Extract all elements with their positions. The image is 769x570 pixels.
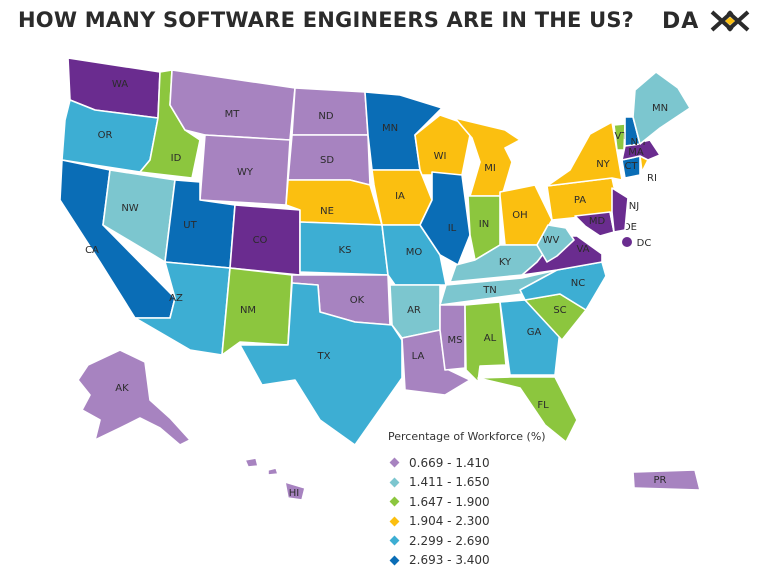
- state-label: MD: [589, 216, 606, 227]
- state-label: PA: [574, 195, 586, 206]
- us-choropleth-map: WA OR CA NW ID MT WY UT CO AZ NM ND SD NE KS OK TX MN IA MO…: [0, 0, 769, 554]
- state-label: OK: [350, 295, 365, 306]
- state-label: ND: [318, 111, 333, 122]
- state-label: MN: [652, 103, 668, 114]
- state-al: AL: [465, 302, 506, 382]
- state-wy: WY: [200, 135, 290, 205]
- state-label: AZ: [169, 293, 183, 304]
- state-label: MO: [406, 247, 423, 258]
- legend-item: 0.669 - 1.410: [388, 453, 546, 473]
- legend-marker-icon: [390, 497, 400, 507]
- state-ms: MS: [440, 305, 465, 370]
- state-label: NE: [320, 206, 334, 217]
- dc-marker-icon: [622, 237, 632, 247]
- state-shape: [633, 470, 700, 490]
- state-label: WA: [112, 79, 128, 90]
- legend-label: 0.669 - 1.410: [409, 456, 490, 470]
- state-label: AK: [115, 383, 129, 394]
- state-shape: [612, 188, 628, 232]
- state-ks: KS: [300, 222, 388, 275]
- state-label: SD: [320, 155, 334, 166]
- state-label: IA: [395, 191, 405, 202]
- state-label: SC: [553, 305, 566, 316]
- state-label: WV: [543, 235, 560, 246]
- state-mt: MT: [170, 70, 295, 140]
- state-label: WI: [434, 151, 447, 162]
- state-label: KS: [339, 245, 352, 256]
- state-ny: NY: [547, 122, 622, 186]
- legend-item: 1.647 - 1.900: [388, 492, 546, 512]
- legend-label: 1.904 - 2.300: [409, 514, 490, 528]
- state-label: OH: [512, 210, 527, 221]
- state-ia: IA: [372, 170, 432, 225]
- state-label: KY: [499, 257, 512, 268]
- legend-marker-icon: [390, 477, 400, 487]
- state-label: DC: [637, 238, 652, 249]
- state-sd: SD: [288, 135, 370, 185]
- legend: Percentage of Workforce (%) 0.669 - 1.41…: [388, 430, 546, 570]
- state-dc: DC: [622, 237, 651, 249]
- state-ar: AR: [390, 285, 440, 338]
- legend-marker-icon: [390, 555, 400, 565]
- state-label: NC: [571, 278, 585, 289]
- state-shape: [222, 268, 292, 355]
- state-label: LA: [412, 351, 425, 362]
- state-label: GA: [527, 327, 542, 338]
- legend-label: 1.411 - 1.650: [409, 475, 490, 489]
- state-ne: NE: [286, 180, 382, 225]
- state-label: UT: [183, 220, 197, 231]
- state-label: IN: [479, 219, 489, 230]
- state-label: ID: [171, 153, 182, 164]
- state-label: PR: [654, 475, 667, 486]
- state-label: WY: [237, 167, 254, 178]
- state-label: CA: [85, 245, 99, 256]
- state-pr: PR: [633, 470, 700, 490]
- state-label: NJ: [629, 201, 639, 212]
- state-label: VA: [576, 244, 589, 255]
- state-label: IL: [448, 223, 457, 234]
- state-shape: [170, 70, 295, 140]
- state-label: MI: [484, 163, 496, 174]
- state-label: MS: [448, 335, 463, 346]
- legend-item: 2.693 - 3.400: [388, 551, 546, 570]
- legend-label: 2.299 - 2.690: [409, 534, 490, 548]
- state-nm: NM: [222, 268, 292, 355]
- state-co: CO: [230, 205, 300, 275]
- state-nd: ND: [292, 88, 368, 135]
- state-label: HI: [289, 488, 299, 499]
- state-label: NM: [240, 305, 256, 316]
- state-label: NW: [121, 203, 138, 214]
- state-shape: [245, 458, 258, 467]
- state-shape: [268, 468, 278, 475]
- state-md: MD: [575, 212, 614, 236]
- state-label: NY: [596, 159, 610, 170]
- state-label: MA: [628, 147, 644, 158]
- legend-marker-icon: [390, 516, 400, 526]
- legend-title: Percentage of Workforce (%): [388, 430, 546, 443]
- state-shape: [286, 180, 382, 225]
- state-label: OR: [98, 130, 113, 141]
- legend-marker-icon: [390, 458, 400, 468]
- state-shape: [78, 350, 190, 445]
- legend-item: 1.904 - 2.300: [388, 512, 546, 532]
- state-label: MN: [382, 123, 398, 134]
- state-label: TN: [482, 285, 497, 296]
- legend-label: 2.693 - 3.400: [409, 553, 490, 567]
- legend-item: 1.411 - 1.650: [388, 473, 546, 493]
- state-mn: MN: [633, 72, 690, 144]
- state-label: CO: [253, 235, 268, 246]
- legend-marker-icon: [390, 536, 400, 546]
- state-label: CT: [624, 161, 638, 172]
- state-label: RI: [647, 173, 657, 184]
- state-label: FL: [537, 400, 549, 411]
- legend-label: 1.647 - 1.900: [409, 495, 490, 509]
- state-label: MT: [225, 109, 241, 120]
- state-label: AR: [407, 305, 421, 316]
- state-label: AL: [484, 333, 497, 344]
- state-ak: AK: [78, 350, 190, 445]
- state-shape: [547, 122, 622, 186]
- legend-item: 2.299 - 2.690: [388, 531, 546, 551]
- state-label: TX: [317, 351, 331, 362]
- state-hi: HI: [245, 458, 305, 500]
